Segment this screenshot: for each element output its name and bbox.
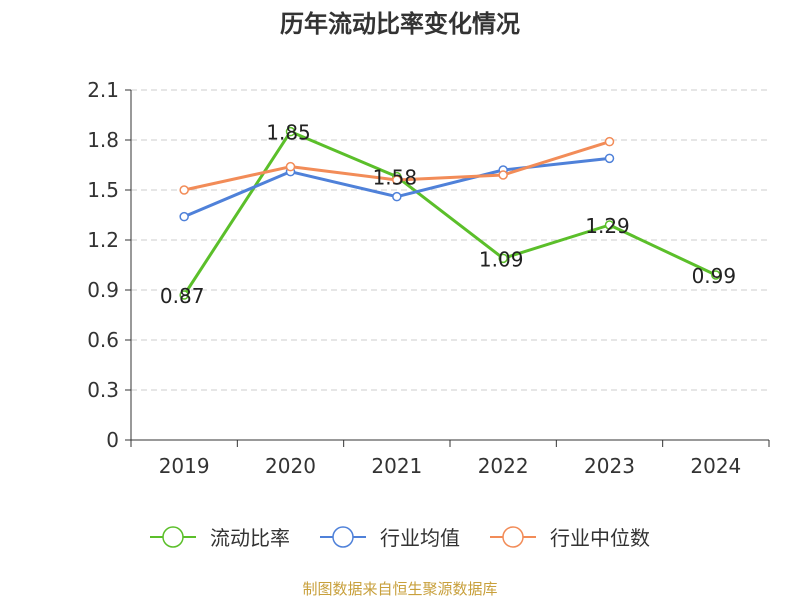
data-label: 0.99 [692,264,737,288]
x-tick-label: 2023 [584,454,635,478]
y-tick-label: 1.8 [87,128,119,152]
legend-item-3: 行业中位数 [490,526,650,550]
x-tick-label: 2019 [159,454,210,478]
data-point [179,290,189,300]
y-tick-label: 1.2 [87,228,119,252]
data-point [179,185,189,195]
legend-label: 行业中位数 [550,526,650,550]
legend-label: 行业均值 [380,526,460,550]
legend: 流动比率 行业均值 行业中位数 [150,526,650,550]
y-tick-label: 0 [106,428,119,452]
data-point [498,170,508,180]
data-labels: 0.87 1.85 1.58 1.09 1.29 0.99 [160,121,736,308]
series-lines [182,130,717,296]
legend-item-1: 流动比率 [150,526,290,550]
x-tick-label: 2022 [478,454,529,478]
source-footer: 制图数据来自恒生聚源数据库 [302,580,498,598]
legend-label: 流动比率 [210,526,290,550]
data-point [711,270,721,280]
grid-lines [131,89,769,391]
legend-marker [502,526,524,548]
data-label: 1.29 [585,214,630,238]
data-label: 1.58 [373,166,418,190]
data-point [392,191,402,202]
y-tick-label: 1.5 [87,178,119,202]
y-tick-label: 0.6 [87,328,119,352]
series-line-1 [182,130,717,296]
data-label: 0.87 [160,284,205,308]
chart-title: 历年流动比率变化情况 [280,10,520,38]
series-points [179,126,721,300]
legend-marker [162,526,184,548]
axes: 0 0.3 0.6 0.9 1.2 1.5 1.8 2.1 2019 2020 2021 2022 20… [87,78,770,478]
data-point [285,126,296,137]
y-tick-label: 2.1 [87,78,119,102]
data-point [498,253,508,264]
data-point [604,153,615,164]
data-label: 1.85 [266,121,311,145]
data-label: 1.09 [479,247,524,271]
data-point [392,175,402,185]
legend-item-2: 行业均值 [320,526,460,550]
x-tick-label: 2021 [371,454,422,478]
x-tick-label: 2024 [690,454,741,478]
y-tick-label: 0.9 [87,278,119,302]
x-tick-label: 2020 [265,454,316,478]
data-point [179,211,189,222]
y-tick-label: 0.3 [87,378,119,402]
data-point [285,161,296,172]
legend-marker [332,526,354,548]
data-point [604,220,615,230]
data-point [604,136,615,147]
